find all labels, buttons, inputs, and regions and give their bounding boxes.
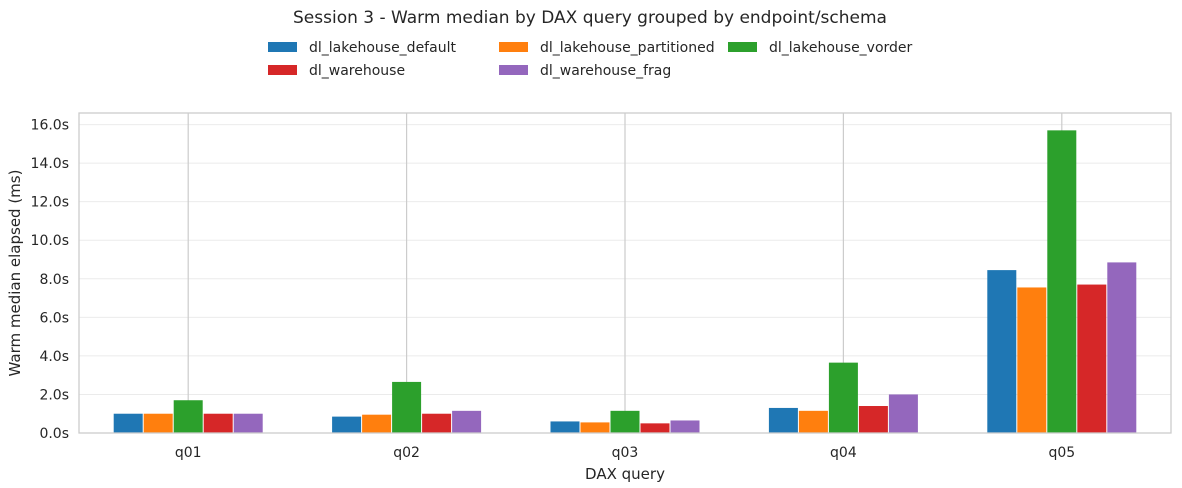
legend-swatch-dl_warehouse — [268, 65, 297, 75]
bar-dl_lakehouse_partitioned-q02 — [362, 414, 392, 433]
y-tick-label: 16.0s — [31, 118, 69, 134]
chart-title: Session 3 - Warm median by DAX query gro… — [293, 8, 887, 28]
plot-frame — [78, 112, 1172, 434]
bar-dl_warehouse_frag-q02 — [452, 410, 482, 433]
bar-dl_warehouse_frag-q03 — [670, 420, 700, 433]
y-tick-label: 12.0s — [31, 195, 69, 211]
legend-label-dl_lakehouse_vorder: dl_lakehouse_vorder — [769, 40, 913, 56]
y-axis: 0.0s 2.0s 4.0s 6.0s 8.0s 10.0s 12.0s 14.0s 16.0s — [31, 118, 69, 442]
legend-swatch-dl_lakehouse_vorder — [728, 42, 757, 52]
legend-label-dl_lakehouse_default: dl_lakehouse_default — [309, 40, 456, 56]
bar-dl_lakehouse_vorder-q05 — [1047, 130, 1077, 433]
x-tick-label: q03 — [612, 445, 639, 461]
bar-dl_warehouse-q01 — [203, 413, 233, 433]
y-tick-label: 2.0s — [39, 387, 69, 403]
bar-dl_warehouse_frag-q01 — [233, 413, 263, 433]
legend-label-dl_warehouse_frag: dl_warehouse_frag — [540, 63, 671, 79]
bar-dl_lakehouse_vorder-q02 — [392, 381, 422, 433]
bar-dl_lakehouse_partitioned-q01 — [143, 413, 173, 433]
y-axis-label: Warm median elapsed (ms) — [6, 170, 24, 377]
bar-dl_lakehouse_default-q01 — [113, 413, 143, 433]
bar-dl_lakehouse_partitioned-q04 — [798, 410, 828, 433]
bar-dl_warehouse-q05 — [1077, 284, 1107, 433]
y-tick-label: 8.0s — [39, 272, 69, 288]
legend-label-dl_lakehouse_partitioned: dl_lakehouse_partitioned — [540, 40, 715, 56]
legend-swatch-dl_lakehouse_partitioned — [499, 42, 528, 52]
bar-dl_warehouse-q03 — [640, 423, 670, 433]
bar-dl_lakehouse_vorder-q01 — [173, 400, 203, 433]
legend: dl_lakehouse_default dl_lakehouse_partiti… — [268, 40, 913, 79]
bar-dl_lakehouse_default-q04 — [768, 407, 798, 433]
bar-dl_lakehouse_default-q02 — [332, 416, 362, 433]
bar-dl_lakehouse_default-q05 — [987, 270, 1017, 433]
y-tick-label: 14.0s — [31, 156, 69, 172]
bar-dl_warehouse_frag-q05 — [1107, 262, 1137, 433]
x-tick-label: q02 — [393, 445, 420, 461]
y-tick-label: 10.0s — [31, 233, 69, 249]
bar-dl_lakehouse_default-q03 — [550, 421, 580, 433]
y-tick-label: 4.0s — [39, 349, 69, 365]
bar-dl_warehouse_frag-q04 — [888, 394, 918, 433]
y-tick-label: 6.0s — [39, 310, 69, 326]
legend-label-dl_warehouse: dl_warehouse — [309, 63, 405, 79]
bar-dl_warehouse-q02 — [422, 413, 452, 433]
bar-dl_warehouse-q04 — [858, 406, 888, 433]
legend-swatch-dl_warehouse_frag — [499, 65, 528, 75]
y-tick-label: 0.0s — [39, 426, 69, 442]
bar-dl_lakehouse_partitioned-q05 — [1017, 287, 1047, 433]
x-axis: q01 q02 q03 q04 q05 — [175, 445, 1075, 461]
x-axis-label: DAX query — [585, 465, 665, 483]
bar-dl_lakehouse_vorder-q04 — [828, 362, 858, 433]
bar-dl_lakehouse_partitioned-q03 — [580, 422, 610, 433]
x-tick-label: q05 — [1048, 445, 1075, 461]
legend-swatch-dl_lakehouse_default — [268, 42, 297, 52]
x-tick-label: q01 — [175, 445, 202, 461]
x-tick-label: q04 — [830, 445, 857, 461]
bar-dl_lakehouse_vorder-q03 — [610, 410, 640, 433]
bars — [113, 130, 1137, 433]
